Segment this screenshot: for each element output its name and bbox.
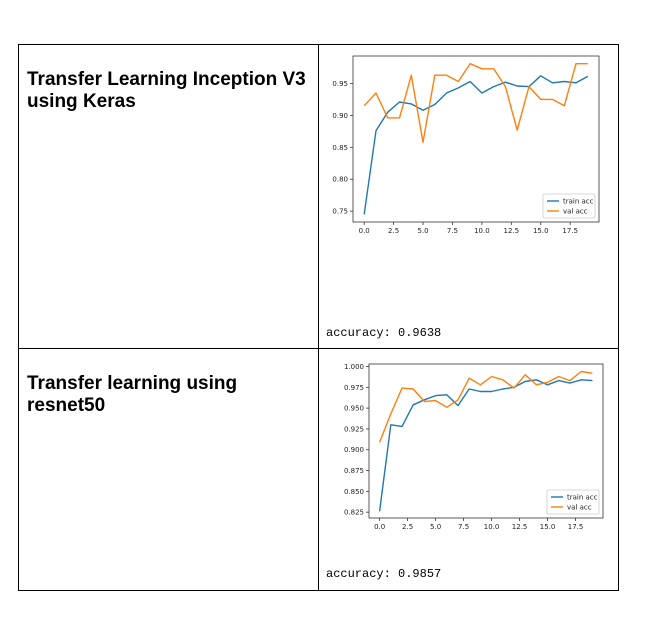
x-tick-label: 12.5	[512, 523, 528, 531]
legend-box	[542, 193, 596, 219]
accuracy-chart: 0.0 2.5 5.0 7.5 10.0 12.5 15.0 17.5 0.825 0.850 0.…	[344, 363, 604, 531]
y-tick-label: 0.80	[332, 176, 348, 184]
y-tick-label: 0.975	[344, 384, 364, 392]
x-tick-label: 7.5	[458, 523, 469, 531]
x-tick-label: 5.0	[417, 227, 428, 235]
x-tick-label: 2.5	[402, 523, 413, 531]
y-tick-label: 0.900	[344, 446, 364, 454]
results-table: Transfer Learning Inception V3 using Ker…	[18, 44, 619, 591]
y-tick-label: 0.925	[344, 425, 364, 433]
table-row: Transfer learning using resnet50 0.0 2.5 5…	[18, 348, 619, 591]
x-tick-label: 17.5	[562, 227, 578, 235]
accuracy-chart: 0.0 2.5 5.0 7.5 10.0 12.5 15.0 17.5 0.75 0.80 0.85…	[332, 55, 600, 235]
x-tick-label: 15.0	[533, 227, 549, 235]
legend-label: val acc	[567, 504, 592, 512]
table-row: Transfer Learning Inception V3 using Ker…	[18, 44, 619, 349]
y-tick-label: 0.90	[332, 112, 348, 120]
series-line-train-acc	[363, 75, 589, 215]
series-line-val-acc	[363, 63, 588, 143]
model-title: Transfer learning using resnet50	[27, 373, 238, 416]
y-tick-label: 0.950	[344, 405, 364, 413]
x-tick-label: 12.5	[504, 227, 520, 235]
chart-cell: 0.0 2.5 5.0 7.5 10.0 12.5 15.0 17.5 0.825 0.850 0.…	[318, 348, 619, 591]
x-tick-label: 10.0	[474, 227, 490, 235]
legend-box	[546, 489, 600, 515]
x-tick-label: 15.0	[540, 523, 556, 531]
legend-label: val acc	[563, 208, 588, 216]
y-tick-label: 0.825	[344, 509, 364, 517]
y-tick-label: 0.95	[332, 80, 348, 88]
x-tick-label: 7.5	[447, 227, 458, 235]
x-tick-label: 10.0	[484, 523, 500, 531]
y-tick-label: 0.850	[344, 488, 364, 496]
x-tick-label: 0.0	[374, 523, 385, 531]
x-tick-label: 17.5	[568, 523, 584, 531]
x-tick-label: 2.5	[388, 227, 399, 235]
y-tick-label: 0.875	[344, 467, 364, 475]
accuracy-text: accuracy: 0.9857	[326, 567, 442, 581]
model-label-cell: Transfer learning using resnet50	[18, 348, 319, 591]
legend-label: train acc	[567, 494, 598, 502]
y-tick-label: 0.75	[332, 208, 348, 216]
model-title: Transfer Learning Inception V3 using Ker…	[27, 69, 306, 112]
model-label-cell: Transfer Learning Inception V3 using Ker…	[18, 44, 319, 349]
series-line-val-acc	[378, 370, 593, 443]
y-tick-label: 1.000	[344, 363, 364, 371]
x-tick-label: 5.0	[430, 523, 441, 531]
x-tick-label: 0.0	[359, 227, 370, 235]
series-line-train-acc	[378, 379, 593, 512]
accuracy-text: accuracy: 0.9638	[326, 326, 442, 340]
plot-frame	[368, 363, 604, 519]
plot-frame	[352, 55, 600, 223]
y-tick-label: 0.85	[332, 144, 348, 152]
legend-label: train acc	[563, 198, 594, 206]
chart-cell: 0.0 2.5 5.0 7.5 10.0 12.5 15.0 17.5 0.75 0.80 0.85…	[318, 44, 619, 349]
